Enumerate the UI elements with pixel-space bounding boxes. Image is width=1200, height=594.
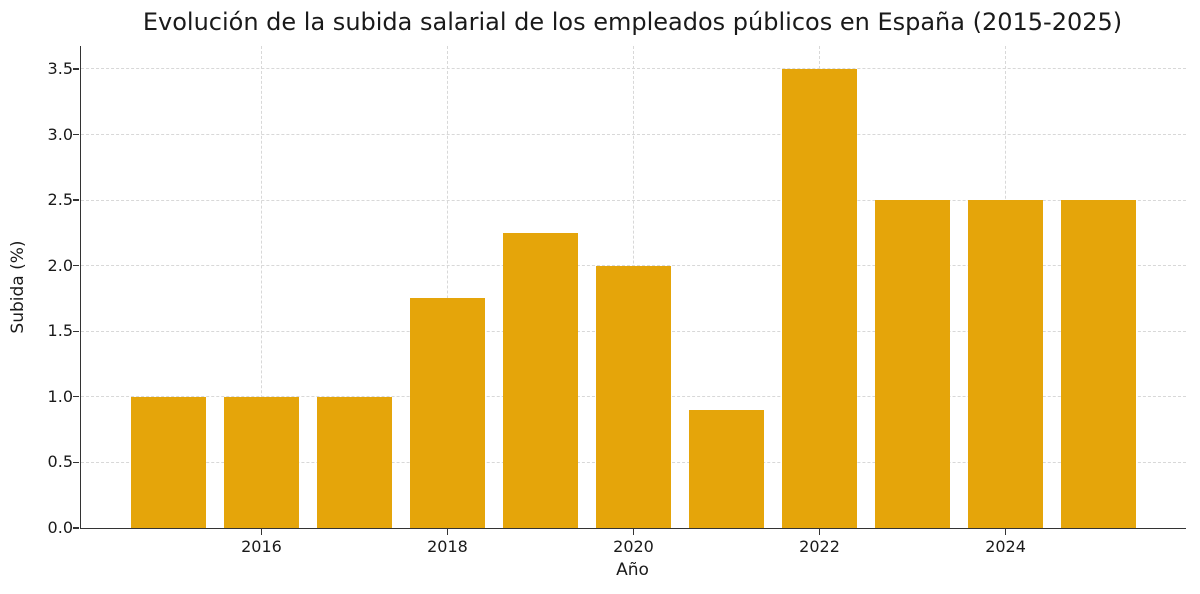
- x-tick-mark: [818, 529, 821, 535]
- y-tick-mark: [73, 265, 79, 267]
- x-tick-label: 2016: [241, 537, 282, 556]
- y-tick-label: 3.5: [47, 58, 73, 78]
- bar-2020: [596, 265, 671, 528]
- x-tick-label: 2018: [427, 537, 468, 556]
- x-tick-mark: [260, 529, 263, 535]
- chart-title: Evolución de la subida salarial de los e…: [142, 8, 1123, 36]
- x-tick-label: 2024: [985, 537, 1026, 556]
- bar-2023: [875, 200, 950, 528]
- x-tick-label: 2022: [799, 537, 840, 556]
- plot-area: 0.0 0.5 1.0 1.5 2.0 2.5 3.0 3.5 2016 2018 2020 2022…: [48, 46, 1186, 556]
- y-tick-label: 0.0: [47, 518, 73, 537]
- y-tick-mark: [73, 133, 79, 136]
- gridline-vertical: [260, 46, 262, 528]
- bar-2021: [689, 409, 764, 528]
- y-tick-label: 0.5: [47, 452, 73, 472]
- y-tick-label: 2.5: [47, 190, 73, 210]
- bar-2018: [410, 298, 485, 528]
- x-tick-label: 2020: [613, 537, 654, 556]
- bar-2025: [1061, 200, 1136, 528]
- bar-2024: [968, 200, 1043, 528]
- y-tick-mark: [73, 330, 79, 332]
- y-tick-mark: [73, 461, 79, 464]
- y-tick-label: 3.0: [47, 124, 73, 144]
- bar-2022: [782, 68, 857, 528]
- bar-2016: [224, 396, 299, 528]
- x-tick-mark: [632, 529, 635, 535]
- y-tick-label: 1.5: [47, 321, 73, 341]
- gridline-vertical: [446, 46, 448, 528]
- x-axis-label: Año: [616, 560, 649, 580]
- x-tick-mark: [1004, 529, 1007, 535]
- bar-2015: [131, 396, 206, 528]
- y-tick-label: 2.0: [47, 255, 73, 275]
- y-tick-label: 1.0: [47, 386, 73, 406]
- y-axis-label: Subida (%): [8, 240, 28, 334]
- y-tick-mark: [73, 527, 79, 529]
- bar-2017: [317, 396, 392, 528]
- x-tick-mark: [446, 529, 449, 535]
- y-tick-mark: [73, 396, 79, 398]
- bar-2019: [503, 232, 578, 528]
- y-tick-mark: [73, 68, 79, 70]
- y-tick-mark: [73, 199, 79, 201]
